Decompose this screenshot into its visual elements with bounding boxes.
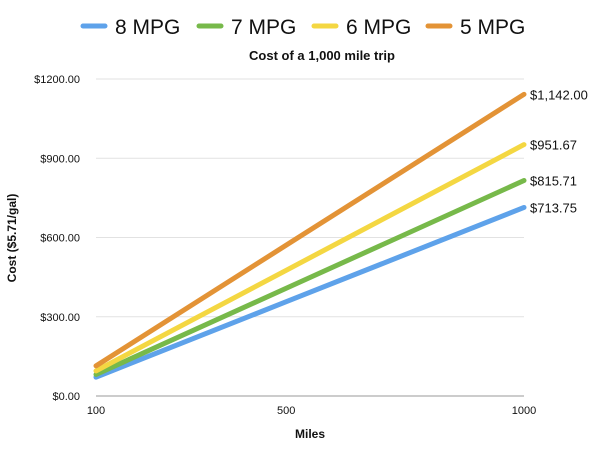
legend: 8 MPG 7 MPG 6 MPG 5 MPG (80, 16, 525, 39)
y-tick-label: $1200.00 (34, 74, 80, 86)
x-axis-ticks: 100 500 1000 (87, 405, 536, 417)
series-line (93, 204, 527, 380)
y-axis-label: Cost ($5.71/gal) (5, 194, 19, 283)
series-end-label: $951.67 (530, 138, 577, 153)
legend-label: 5 MPG (460, 16, 525, 39)
x-tick-label: 1000 (512, 405, 536, 417)
series-line (93, 178, 527, 377)
legend-label: 6 MPG (346, 16, 411, 39)
series-line (93, 142, 527, 374)
gridlines (96, 78, 524, 397)
series-end-labels: $713.75 $815.71 $951.67 $1,142.00 (530, 87, 588, 215)
series-end-label: $815.71 (530, 174, 577, 189)
x-axis-label: Miles (295, 427, 325, 441)
y-tick-label: $300.00 (40, 312, 80, 324)
y-tick-label: $600.00 (40, 233, 80, 245)
series-line (93, 91, 527, 369)
legend-label: 8 MPG (115, 16, 180, 39)
y-tick-label: $900.00 (40, 153, 80, 165)
chart-title: Cost of a 1,000 mile trip (249, 48, 395, 63)
legend-label: 7 MPG (231, 16, 296, 39)
series-end-label: $1,142.00 (530, 87, 588, 102)
series-end-label: $713.75 (530, 200, 577, 215)
series-lines (93, 91, 527, 380)
x-tick-label: 100 (87, 405, 105, 417)
y-axis-ticks: $0.00 $300.00 $600.00 $900.00 $1200.00 (34, 74, 80, 403)
y-tick-label: $0.00 (52, 391, 80, 403)
x-tick-label: 500 (277, 405, 295, 417)
